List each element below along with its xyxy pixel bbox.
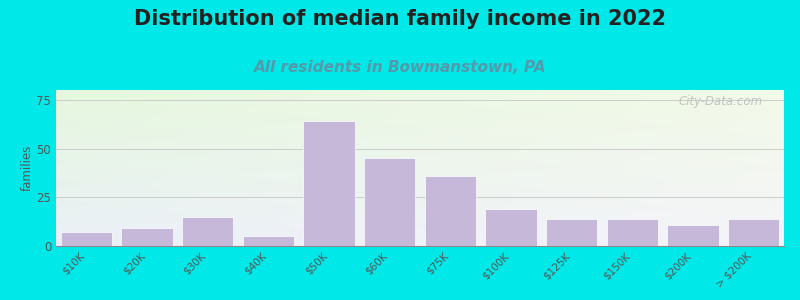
- Bar: [425, 176, 476, 246]
- Bar: [606, 219, 658, 246]
- Text: City-Data.com: City-Data.com: [678, 95, 762, 108]
- Bar: [182, 217, 234, 246]
- Bar: [303, 121, 354, 246]
- Bar: [122, 229, 173, 246]
- Bar: [61, 232, 112, 246]
- Bar: [364, 158, 415, 246]
- Text: All residents in Bowmanstown, PA: All residents in Bowmanstown, PA: [254, 60, 546, 75]
- Bar: [546, 219, 598, 246]
- Y-axis label: families: families: [21, 145, 34, 191]
- Bar: [667, 224, 718, 246]
- Text: Distribution of median family income in 2022: Distribution of median family income in …: [134, 9, 666, 29]
- Bar: [242, 236, 294, 246]
- Bar: [486, 209, 537, 246]
- Bar: [728, 219, 779, 246]
